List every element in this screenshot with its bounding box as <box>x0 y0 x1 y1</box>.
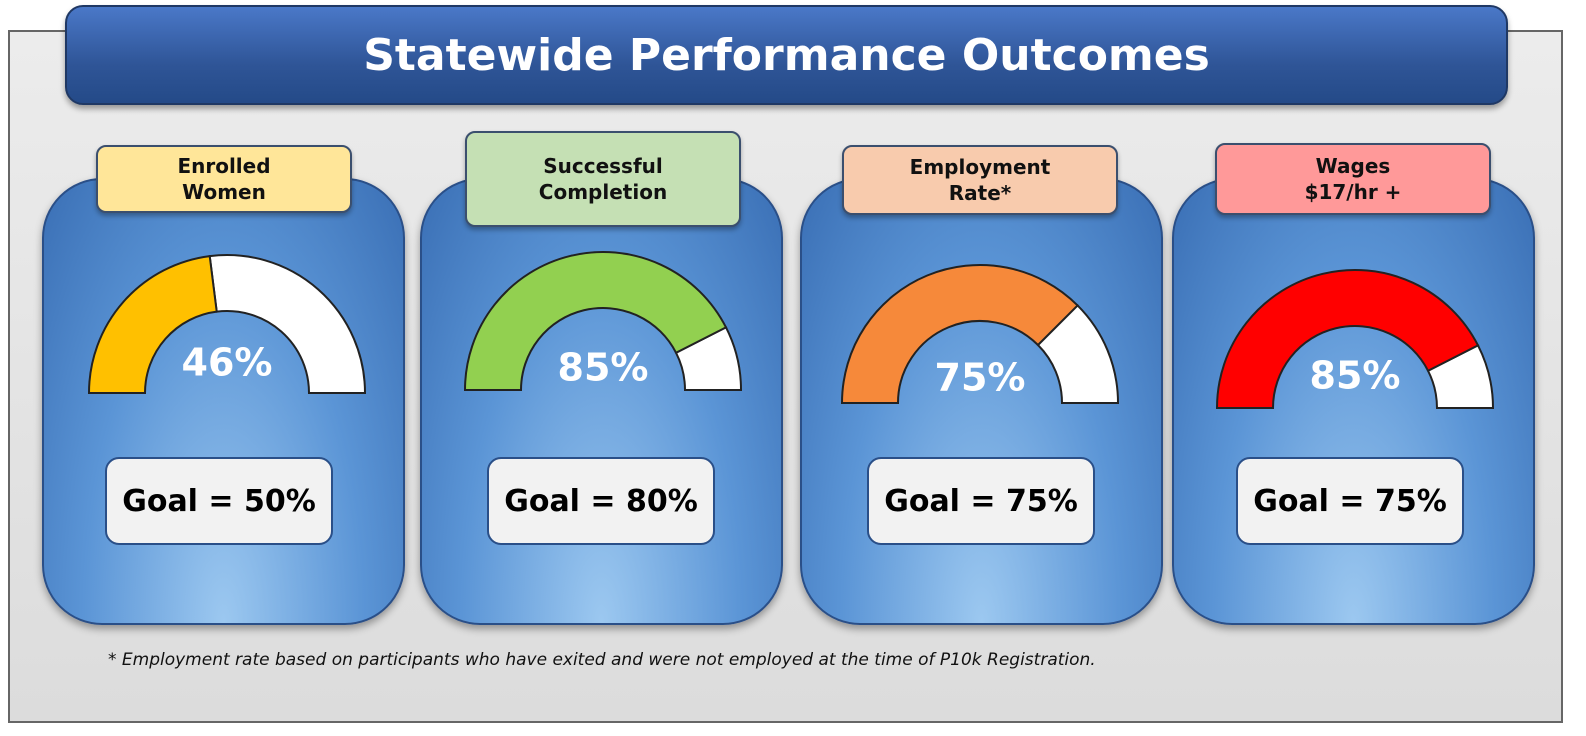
card-title: Wages $17/hr + <box>1215 143 1491 215</box>
gauge-value <box>463 251 728 391</box>
gauge-value <box>87 254 218 394</box>
gauge-rest <box>1426 344 1495 409</box>
gauge-rest <box>208 254 367 394</box>
gauge-value-label: 75% <box>935 356 1026 400</box>
gauge-value-label: 46% <box>182 341 273 385</box>
gauge-rest <box>1036 304 1120 404</box>
title: Statewide Performance Outcomes <box>65 5 1508 105</box>
gauge-value-label: 85% <box>558 346 649 390</box>
goal-label: Goal = 75% <box>867 457 1095 545</box>
gauge-value <box>1215 269 1480 409</box>
card-title: Enrolled Women <box>96 145 352 213</box>
card-title: Successful Completion <box>465 131 741 227</box>
goal-label: Goal = 75% <box>1236 457 1464 545</box>
card <box>42 178 405 625</box>
goal-label: Goal = 50% <box>105 457 333 545</box>
goal-label: Goal = 80% <box>487 457 715 545</box>
footnote: * Employment rate based on participants … <box>108 650 1096 670</box>
gauge-value-label: 85% <box>1310 354 1401 398</box>
card-title: Employment Rate* <box>842 145 1118 215</box>
gauge-value <box>840 264 1079 404</box>
gauge-rest <box>674 326 743 391</box>
